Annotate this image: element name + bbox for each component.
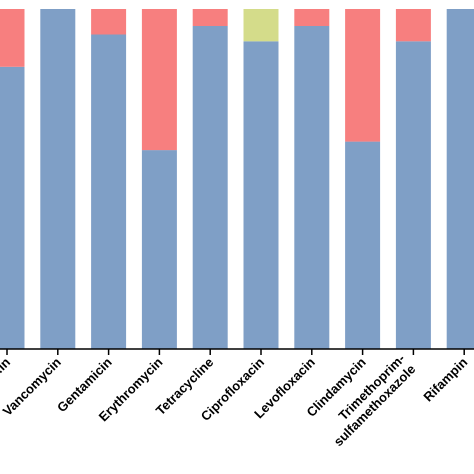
x-axis-tick-labels: ...inVancomycinGentamicinErythromycinTet…	[0, 351, 470, 449]
bar-segment-susceptible	[40, 9, 76, 349]
x-axis-ticks	[6, 349, 465, 355]
bar-segment-resistant	[192, 9, 228, 26]
bar-segment-resistant	[91, 9, 127, 35]
bar-segment-susceptible	[243, 41, 279, 350]
bar-segment-susceptible	[446, 9, 474, 349]
x-tick-label: Rifampin	[420, 354, 470, 404]
bar-segment-resistant	[0, 9, 25, 67]
bar-segment-resistant	[141, 9, 177, 151]
bar-segment-susceptible	[192, 26, 228, 349]
bar-segment-intermediate	[243, 9, 279, 42]
bar-segment-susceptible	[0, 66, 25, 350]
x-tick-label: ...in	[0, 354, 13, 380]
bar-segment-susceptible	[294, 26, 330, 349]
bar-segment-susceptible	[91, 34, 127, 349]
bar-group	[0, 9, 474, 350]
bar-segment-resistant	[294, 9, 330, 26]
bar-segment-susceptible	[141, 150, 177, 349]
x-tick-label: Trimethoprim-sulfamethoxazole	[320, 351, 418, 449]
bar-segment-susceptible	[395, 41, 431, 350]
bar-segment-resistant	[345, 9, 381, 142]
bar-segment-susceptible	[345, 141, 381, 349]
bar-segment-resistant	[395, 9, 431, 42]
